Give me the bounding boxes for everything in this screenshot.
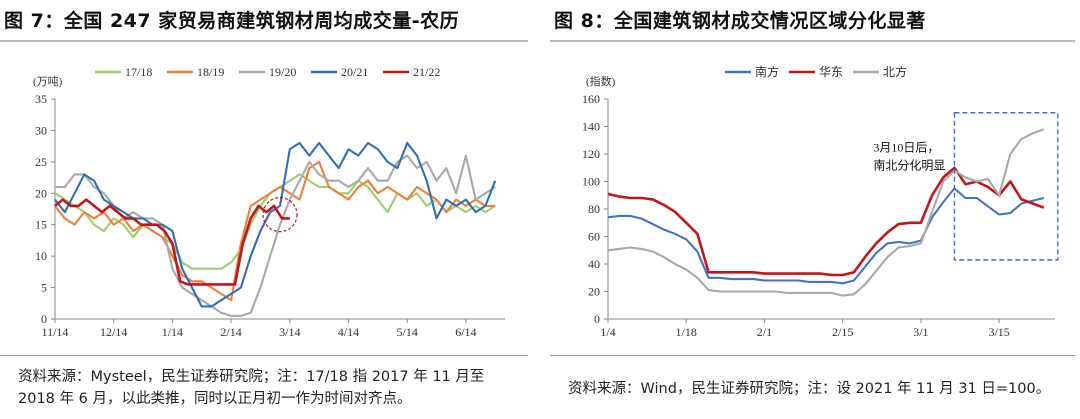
- legend-label: 南方: [755, 64, 779, 79]
- y-tick-label: 20: [35, 186, 47, 200]
- right-title-rule: [550, 40, 1075, 42]
- y-tick-label: 60: [588, 230, 600, 244]
- x-tick-label: 2/14: [220, 325, 241, 339]
- left-source-rule: [0, 355, 528, 356]
- right-chart-title: 图 8：全国建筑钢材成交情况区域分化显著: [554, 10, 926, 32]
- series-line-18-19: [54, 160, 496, 302]
- left-source-line2: 2018 年 6 月，以此类推，同时以正月初一作为时间对齐点。: [18, 391, 412, 407]
- y-tick-label: 5: [41, 281, 47, 295]
- highlight-box: [953, 112, 1059, 261]
- x-tick-label: 3/15: [988, 325, 1009, 339]
- y-tick-label: 80: [588, 202, 600, 216]
- legend-label: 华东: [819, 65, 843, 79]
- y-tick-label: 0: [594, 312, 600, 326]
- x-tick-label: 5/14: [397, 325, 418, 339]
- right-source-rule: [550, 355, 1075, 356]
- y-tick-label: 40: [588, 257, 600, 271]
- legend-label: 北方: [883, 64, 907, 79]
- legend-label: 17/18: [125, 65, 152, 79]
- legend-label: 19/20: [269, 65, 296, 79]
- y-tick-label: 0: [41, 312, 47, 326]
- y-tick-label: 20: [588, 285, 600, 299]
- legend-label: 21/22: [413, 65, 440, 79]
- y-tick-label: 10: [35, 249, 47, 263]
- x-tick-label: 2/15: [832, 325, 853, 339]
- series-line-北方: [607, 128, 1045, 297]
- y-tick-label: 30: [35, 123, 47, 137]
- x-tick-label: 1/18: [676, 325, 697, 339]
- x-tick-label: 2/1: [757, 325, 772, 339]
- left-source-line1: 资料来源：Mysteel，民生证券研究院；注：17/18 指 2017 年 11…: [18, 369, 485, 385]
- y-tick-label: 140: [582, 120, 600, 134]
- y-tick-label: 15: [35, 218, 47, 232]
- series-line-华东: [607, 166, 1045, 277]
- x-tick-label: 11/14: [42, 325, 69, 339]
- legend-label: 20/21: [341, 65, 368, 79]
- right-panel: 图 8：全国建筑钢材成交情况区域分化显著 (指数) 0 20 40 60 80 100 120…: [550, 0, 1080, 419]
- left-line-chart: (万吨) 0 5 10 15 20 25 30 35 11/14 12/14 1/14 2/14 3/14…: [33, 65, 505, 339]
- x-tick-label: 12/14: [100, 325, 127, 339]
- y-tick-label: 120: [582, 147, 600, 161]
- x-tick-label: 3/1: [913, 325, 928, 339]
- left-title-rule: [0, 40, 528, 42]
- x-tick-label: 1/4: [600, 325, 615, 339]
- series-line-19-20: [55, 154, 496, 317]
- x-tick-label: 3/14: [279, 325, 300, 339]
- y-tick-label: 100: [582, 175, 600, 189]
- annotation-line2: 南北分化明显: [873, 157, 945, 172]
- left-panel: 图 7：全国 247 家贸易商建筑钢材周均成交量-农历 (万吨) 0 5 10 15 20…: [0, 0, 530, 419]
- y-tick-label: 160: [582, 92, 600, 106]
- y-axis-label: (万吨): [33, 75, 63, 88]
- y-tick-label: 35: [35, 92, 47, 106]
- right-source-note: 资料来源：Wind，民生证券研究院；注：设 2021 年 11 月 31 日=1…: [568, 381, 1051, 397]
- x-tick-label: 6/14: [455, 325, 476, 339]
- left-source-note: 资料来源：Mysteel，民生证券研究院；注：17/18 指 2017 年 11…: [18, 366, 484, 410]
- y-axis-label: (指数): [586, 74, 616, 88]
- x-tick-label: 4/14: [338, 325, 359, 339]
- series-line-南方: [607, 187, 1045, 285]
- legend-label: 18/19: [197, 65, 224, 79]
- series-line-21-22: [54, 198, 290, 286]
- highlight-circle: [262, 197, 298, 233]
- y-tick-label: 25: [35, 155, 47, 169]
- annotation-line1: 3月10日后，: [873, 140, 939, 154]
- right-line-chart: (指数) 0 20 40 60 80 100 120 140 160 1/4 1/18 2/1 2/15 3…: [582, 64, 1059, 339]
- x-tick-label: 1/14: [162, 325, 183, 339]
- left-chart-title: 图 7：全国 247 家贸易商建筑钢材周均成交量-农历: [4, 10, 460, 32]
